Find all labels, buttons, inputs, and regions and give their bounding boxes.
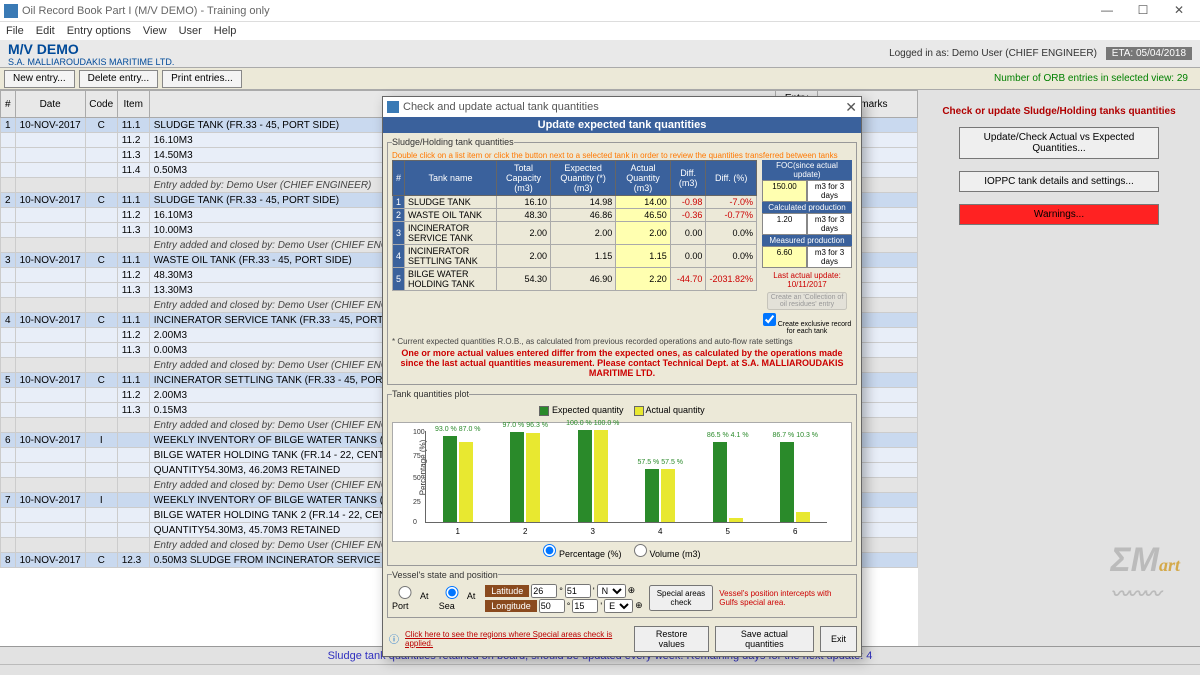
eta-label: ETA: 05/04/2018 [1106,47,1192,60]
col-item: Item [117,91,149,118]
exclusive-record-checkbox[interactable] [763,313,776,326]
tank-row[interactable]: 2WASTE OIL TANK48.3046.8646.50-0.36-0.77… [393,209,757,222]
chart-legend: Tank quantities plot [392,389,469,399]
logged-in-label: Logged in as: Demo User (CHIEF ENGINEER) [889,48,1097,59]
tank-row[interactable]: 3INCINERATOR SERVICE TANK2.002.002.000.0… [393,222,757,245]
special-areas-button[interactable]: Special areas check [649,585,714,611]
menu-user[interactable]: User [179,25,202,37]
menu-bar: File Edit Entry options View User Help [0,22,1200,40]
volume-radio[interactable] [634,544,647,557]
side-panel: Check or update Sludge/Holding tanks qua… [918,90,1200,646]
col-code: Code [85,91,117,118]
header-bar: M/V DEMO S.A. MALLIAROUDAKIS MARITIME LT… [0,40,1200,68]
legend-actual-swatch [634,406,644,416]
ioppc-settings-button[interactable]: IOPPC tank details and settings... [959,171,1159,192]
lat-min-input[interactable] [565,584,591,598]
lat-deg-input[interactable] [531,584,557,598]
tank-hint: Double click on a list item or click the… [392,151,852,160]
special-areas-link[interactable]: Click here to see the regions where Spec… [399,628,630,650]
side-warning-label: Check or update Sludge/Holding tanks qua… [926,106,1192,117]
dialog-header: Update expected tank quantities [383,117,861,133]
minimize-button[interactable]: — [1090,2,1124,20]
production-info: FOC(since actual update) 150.00m3 for 3 … [762,160,852,335]
tank-row[interactable]: 5BILGE WATER HOLDING TANK54.3046.902.20-… [393,268,757,291]
menu-help[interactable]: Help [214,25,237,37]
menu-entry-options[interactable]: Entry options [67,25,131,37]
logo: ΣMart〰〰〰 [1111,541,1180,606]
warnings-button[interactable]: Warnings... [959,204,1159,225]
tank-quantities-dialog: Check and update actual tank quantities … [382,96,862,657]
save-button[interactable]: Save actual quantities [715,626,814,652]
at-port-radio[interactable] [392,586,418,599]
update-quantities-button[interactable]: Update/Check Actual vs Expected Quantiti… [959,127,1159,159]
close-button[interactable]: ✕ [1162,2,1196,20]
lon-min-input[interactable] [572,599,598,613]
menu-file[interactable]: File [6,25,24,37]
app-icon [4,4,18,18]
tank-chart: Percentage (%) 1007550250 93.0 % 87.0 %1… [392,422,852,542]
tanks-table[interactable]: #Tank nameTotal Capacity (m3)Expected Qu… [392,160,757,291]
chart-group: Tank quantities plot Expected quantity A… [387,389,857,566]
col-date: Date [15,91,85,118]
delete-entry-button[interactable]: Delete entry... [79,70,159,88]
tank-quantities-group: Sludge/Holding tank quantities Double cl… [387,137,857,385]
exit-button[interactable]: Exit [820,626,857,652]
tank-group-legend: Sludge/Holding tank quantities [392,137,514,147]
create-residues-button: Create an 'Collection of oil residues' e… [767,292,847,310]
restore-button[interactable]: Restore values [634,626,709,652]
dialog-close-button[interactable]: ✕ [845,99,857,116]
tank-row[interactable]: 4INCINERATOR SETTLING TANK2.001.151.150.… [393,245,757,268]
position-warning: Vessel's position intercepts with Gulfs … [719,589,852,607]
new-entry-button[interactable]: New entry... [4,70,75,88]
ship-name: M/V DEMO [8,41,174,57]
company-name: S.A. MALLIAROUDAKIS MARITIME LTD. [8,57,174,67]
print-entries-button[interactable]: Print entries... [162,70,242,88]
toolbar: New entry... Delete entry... Print entri… [0,68,1200,90]
quantities-note: * Current expected quantities R.O.B., as… [392,335,852,346]
dialog-icon [387,101,399,113]
window-titlebar: Oil Record Book Part I (M/V DEMO) - Trai… [0,0,1200,22]
tank-row[interactable]: 1SLUDGE TANK16.1014.9814.00-0.98-7.0% [393,196,757,209]
at-sea-radio[interactable] [439,586,465,599]
maximize-button[interactable]: ☐ [1126,2,1160,20]
lon-hemi-select[interactable]: E [604,599,633,613]
position-group: Vessel's state and position At Port At S… [387,570,857,618]
legend-expected-swatch [539,406,549,416]
entry-count-label: Number of ORB entries in selected view: … [994,73,1188,84]
dialog-title: Check and update actual tank quantities [403,101,599,113]
col-n: # [1,91,16,118]
menu-view[interactable]: View [143,25,167,37]
quantities-warning: One or more actual values entered differ… [392,346,852,380]
window-title: Oil Record Book Part I (M/V DEMO) - Trai… [22,5,270,17]
lon-deg-input[interactable] [539,599,565,613]
lat-hemi-select[interactable]: N [597,584,626,598]
percentage-radio[interactable] [543,544,556,557]
menu-edit[interactable]: Edit [36,25,55,37]
